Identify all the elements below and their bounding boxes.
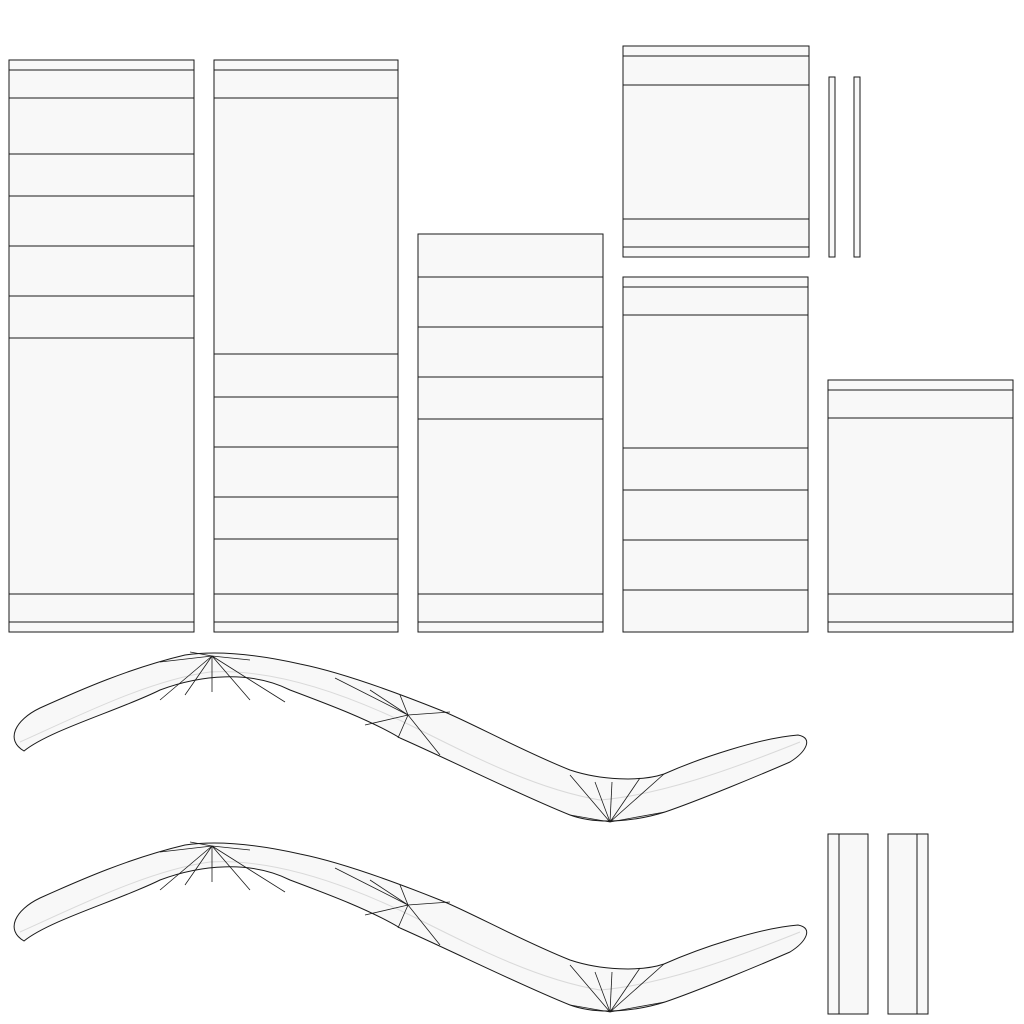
uv-island-panel-3 [417, 233, 604, 633]
uv-island-panel-4 [622, 45, 810, 258]
triangle-fan-2 [334, 677, 451, 756]
triangle-fan-4 [159, 841, 286, 893]
triangle-fan-6 [569, 963, 666, 1013]
uv-island-thin-strip-2 [853, 76, 861, 258]
uv-island-side-strip-right [887, 833, 929, 1015]
uv-island-thin-strip-1 [828, 76, 836, 258]
uv-island-panel-5 [622, 276, 809, 633]
triangle-fan-3 [569, 773, 666, 823]
uv-island-panel-2 [213, 59, 399, 633]
triangle-fan-1 [159, 651, 286, 703]
uv-island-side-strip-left [827, 833, 869, 1015]
uv-island-panel-1 [8, 59, 195, 633]
triangle-fan-5 [334, 867, 451, 946]
uv-island-curved-band-2 [13, 841, 808, 1013]
uv-island-curved-band-1 [13, 651, 808, 823]
uv-island-panel-6 [827, 379, 1014, 633]
